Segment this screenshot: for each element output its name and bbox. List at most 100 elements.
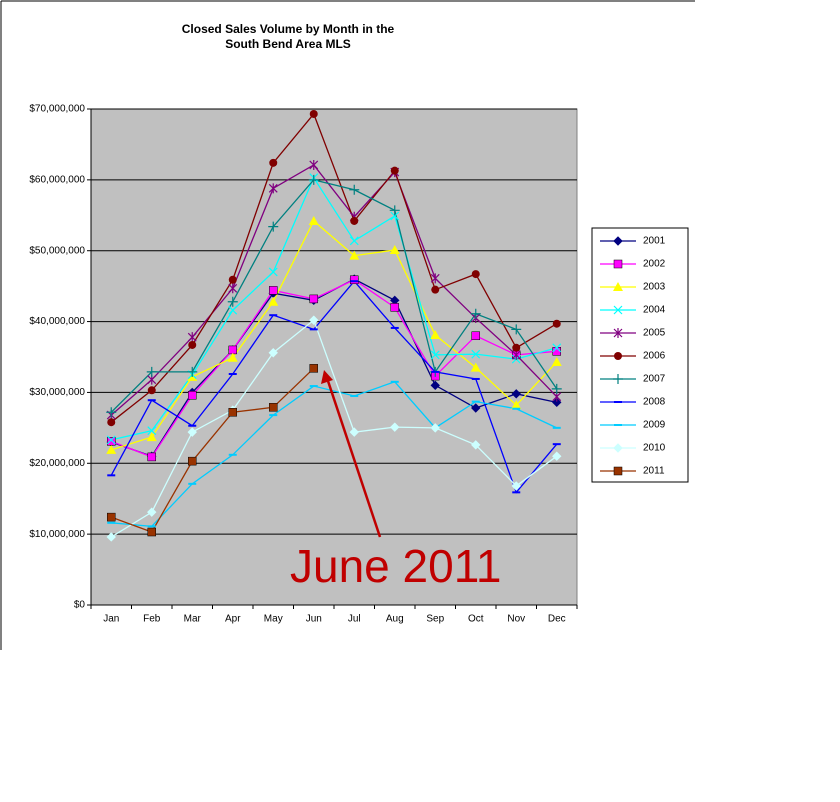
marker — [308, 174, 319, 185]
marker — [613, 259, 623, 269]
marker — [614, 401, 622, 403]
marker — [389, 245, 400, 255]
marker — [350, 275, 359, 285]
marker — [552, 319, 561, 328]
marker — [228, 373, 237, 376]
series-line — [111, 279, 557, 458]
marker — [309, 109, 318, 118]
series-line — [110, 164, 558, 416]
series-line — [111, 381, 558, 528]
marker — [390, 422, 400, 432]
marker — [511, 389, 521, 399]
marker — [350, 394, 359, 397]
marker — [471, 331, 480, 340]
series-line — [111, 219, 558, 451]
marker — [613, 282, 623, 291]
marker — [431, 370, 440, 373]
marker — [613, 328, 623, 338]
marker — [187, 366, 198, 377]
legend-label: 2006 — [643, 351, 666, 362]
marker — [430, 350, 440, 360]
series-line — [110, 112, 558, 423]
series-line — [110, 319, 558, 538]
marker — [146, 432, 157, 442]
x-tick-label: May — [264, 614, 283, 625]
marker — [309, 294, 318, 304]
marker — [269, 314, 278, 317]
series-line — [111, 367, 315, 533]
legend-label: 2010 — [643, 443, 666, 454]
marker — [146, 366, 157, 377]
marker — [309, 328, 318, 331]
marker — [349, 427, 359, 437]
annotation: June 2011 — [290, 540, 501, 592]
marker — [268, 221, 279, 232]
y-tick-label: $60,000,000 — [29, 174, 85, 185]
marker — [349, 250, 360, 260]
marker — [228, 275, 237, 284]
marker — [350, 280, 359, 283]
marker — [470, 308, 481, 319]
marker — [552, 451, 562, 461]
marker — [147, 399, 156, 402]
marker — [511, 400, 522, 410]
marker — [107, 521, 116, 524]
marker — [614, 424, 622, 426]
marker — [147, 525, 156, 528]
marker — [147, 452, 156, 462]
marker — [613, 466, 623, 476]
marker — [431, 285, 440, 294]
marker — [613, 443, 623, 453]
marker — [228, 305, 238, 315]
series-line — [111, 176, 557, 441]
marker — [188, 424, 197, 427]
marker — [228, 453, 237, 456]
marker — [188, 391, 197, 400]
marker — [107, 418, 116, 427]
legend-label: 2005 — [643, 328, 666, 339]
x-tick-label: Dec — [548, 614, 566, 625]
marker — [268, 183, 278, 194]
marker — [269, 414, 278, 417]
marker — [106, 532, 116, 542]
marker — [227, 352, 238, 362]
marker — [613, 374, 623, 384]
x-tick-label: Oct — [468, 614, 484, 625]
marker — [511, 324, 522, 335]
chart-title: South Bend Area MLS — [225, 37, 351, 51]
marker — [552, 426, 561, 429]
marker — [187, 427, 197, 437]
marker — [552, 443, 561, 446]
marker — [551, 383, 562, 394]
marker — [309, 159, 319, 170]
marker — [147, 386, 156, 395]
legend-label: 2001 — [643, 236, 666, 247]
legend-label: 2007 — [643, 374, 666, 385]
marker — [269, 158, 278, 167]
marker — [471, 349, 481, 359]
marker — [512, 491, 521, 494]
marker — [147, 527, 156, 537]
y-tick-label: $50,000,000 — [29, 245, 85, 256]
x-tick-label: Sep — [426, 614, 444, 625]
marker — [106, 407, 117, 418]
legend-label: 2009 — [643, 420, 666, 431]
marker — [552, 343, 562, 353]
series-line — [110, 179, 558, 413]
y-tick-label: $10,000,000 — [29, 529, 85, 540]
marker — [512, 407, 521, 410]
annotation-arrow — [321, 370, 382, 538]
marker — [390, 380, 399, 383]
marker — [471, 400, 480, 403]
marker — [349, 236, 359, 246]
arrow-head — [321, 370, 333, 384]
y-tick-label: $70,000,000 — [29, 104, 85, 115]
marker — [268, 348, 278, 358]
marker — [147, 507, 157, 517]
marker — [430, 380, 440, 391]
marker — [188, 456, 197, 466]
legend-label: 2002 — [643, 259, 666, 270]
marker — [350, 216, 359, 225]
marker — [188, 482, 197, 485]
marker — [614, 352, 622, 360]
